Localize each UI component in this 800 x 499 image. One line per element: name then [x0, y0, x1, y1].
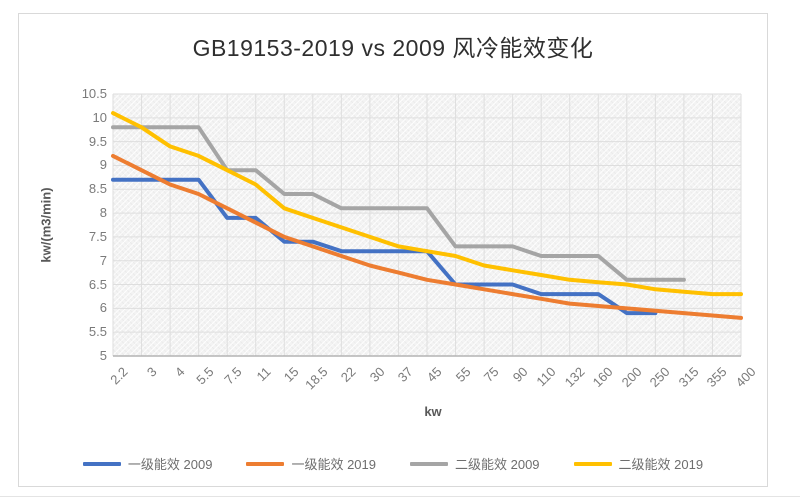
x-tick-label: 7.5: [221, 364, 245, 388]
x-tick-label: 90: [509, 364, 531, 385]
x-tick-label: 11: [253, 364, 274, 385]
legend: 一级能效 2009 一级能效 2019 二级能效 2009 二级能效 2019: [19, 454, 767, 473]
legend-line-marker: [82, 461, 121, 466]
legend-label: 一级能效 2019: [291, 457, 376, 472]
x-tick-label: 75: [480, 364, 502, 385]
x-tick-label: 22: [338, 364, 359, 385]
x-tick-label: 4: [171, 364, 188, 380]
y-tick-label: 8: [99, 205, 107, 221]
y-axis-title: kw/(m3/min): [38, 187, 54, 263]
legend-label: 一级能效 2009: [127, 457, 213, 472]
x-tick-label: 110: [533, 364, 559, 390]
page-bottom-divider: [0, 496, 800, 497]
x-tick-label: 315: [675, 364, 702, 390]
legend-line-marker: [410, 461, 448, 466]
plot-area: [111, 93, 743, 357]
x-tick-label: 132: [561, 364, 588, 390]
series-line-3: [111, 111, 743, 297]
x-tick-label: 45: [423, 364, 445, 385]
x-tick-label: 355: [704, 364, 731, 390]
chart-title: GB19153-2019 vs 2009 风冷能效变化: [192, 35, 594, 61]
y-tick-label: 6.5: [88, 276, 107, 292]
x-tick-label: 5.5: [192, 364, 217, 388]
x-tick-label: 200: [618, 364, 645, 390]
legend-item-2: 二级能效 2009: [410, 454, 540, 473]
chart-container: GB19153-2019 vs 2009 风冷能效变化 kw/(m3/min) …: [18, 13, 768, 487]
series-line-1: [111, 153, 743, 320]
x-tick-label: 2.2: [107, 364, 131, 388]
y-tick-label: 10: [92, 109, 107, 125]
series-line-0: [111, 177, 658, 316]
legend-label: 二级能效 2019: [618, 457, 704, 472]
legend-line-marker: [246, 461, 285, 466]
legend-line-marker: [573, 461, 612, 466]
x-tick-label: 160: [589, 364, 616, 390]
y-tick-label: 10.5: [81, 86, 107, 101]
legend-label: 二级能效 2009: [455, 457, 540, 472]
x-axis-title: kw: [424, 404, 442, 419]
legend-item-0: 一级能效 2009: [82, 454, 213, 473]
y-tick-label: 9.5: [88, 133, 107, 149]
x-tick-label: 15: [281, 364, 302, 385]
x-tick-label: 55: [452, 364, 474, 385]
legend-item-1: 一级能效 2019: [246, 454, 376, 473]
x-tick-label: 3: [143, 364, 160, 380]
y-tick-label: 7: [99, 252, 107, 268]
series-line-2: [111, 125, 686, 282]
x-tick-label: 18.5: [301, 364, 331, 393]
y-tick-label: 7.5: [88, 228, 107, 244]
line-chart: [111, 93, 743, 357]
x-tick-label: 250: [647, 364, 673, 390]
y-tick-label: 5: [99, 348, 107, 363]
y-tick-label: 6: [99, 300, 107, 316]
x-tick-label: 37: [395, 364, 417, 385]
x-tick-label: 30: [366, 364, 388, 385]
legend-item-3: 二级能效 2019: [573, 454, 704, 473]
y-tick-label: 8.5: [88, 181, 107, 197]
y-tick-label: 9: [99, 157, 107, 173]
y-tick-label: 5.5: [88, 324, 107, 340]
x-tick-label: 400: [732, 364, 759, 390]
